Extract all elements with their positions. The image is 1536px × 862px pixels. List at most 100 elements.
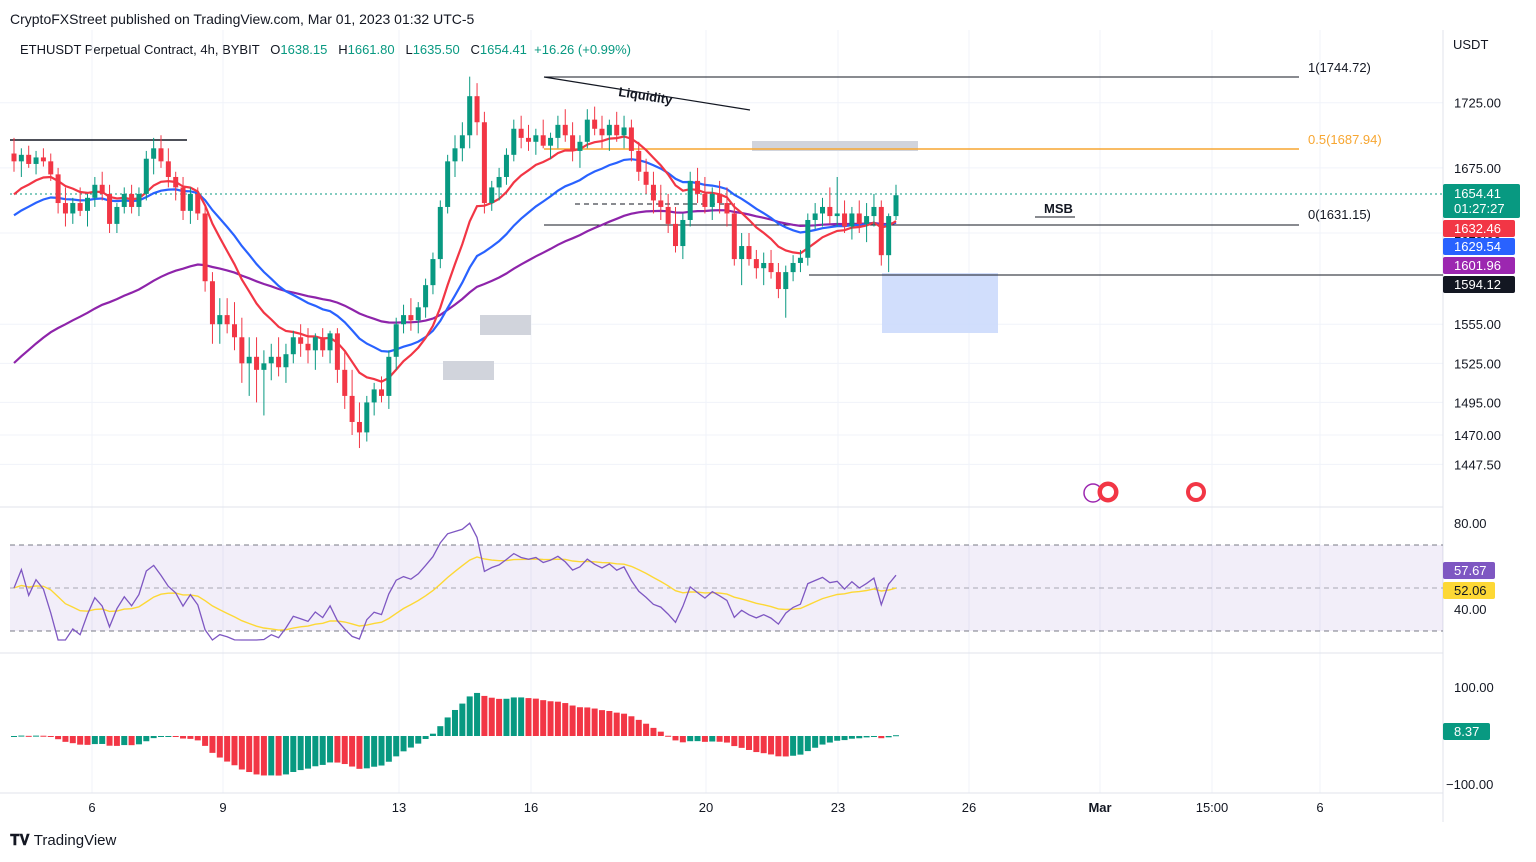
candle[interactable]: [305, 343, 311, 351]
ema-fast-line[interactable]: [13, 135, 897, 383]
candle[interactable]: [26, 154, 32, 164]
candle[interactable]: [673, 223, 678, 247]
candle[interactable]: [437, 206, 443, 260]
candle[interactable]: [871, 206, 877, 217]
candle[interactable]: [55, 174, 61, 204]
candle[interactable]: [11, 153, 17, 162]
candle[interactable]: [452, 148, 458, 162]
candle[interactable]: [158, 148, 164, 162]
candle[interactable]: [606, 124, 612, 136]
candle[interactable]: [503, 154, 509, 177]
candle[interactable]: [717, 193, 723, 204]
candle[interactable]: [768, 262, 774, 273]
candle[interactable]: [702, 193, 708, 207]
candle[interactable]: [680, 219, 686, 247]
candle[interactable]: [709, 193, 715, 207]
candle[interactable]: [312, 337, 318, 351]
candle[interactable]: [775, 272, 781, 290]
candle[interactable]: [783, 272, 789, 290]
candle[interactable]: [724, 203, 730, 214]
rsi-signal-line[interactable]: [13, 556, 897, 631]
candle[interactable]: [129, 193, 135, 207]
candle[interactable]: [445, 161, 451, 207]
candle[interactable]: [812, 213, 818, 220]
candle[interactable]: [239, 337, 245, 364]
candle[interactable]: [283, 354, 289, 368]
candle[interactable]: [878, 206, 884, 256]
candle[interactable]: [430, 259, 436, 286]
candle[interactable]: [562, 124, 568, 136]
candle[interactable]: [423, 285, 429, 308]
candle[interactable]: [151, 148, 157, 159]
candle[interactable]: [496, 176, 502, 188]
candle[interactable]: [85, 197, 90, 211]
candle[interactable]: [298, 337, 304, 344]
ema-mid-line[interactable]: [13, 158, 897, 353]
candle[interactable]: [379, 389, 384, 396]
candle[interactable]: [474, 96, 480, 123]
candle[interactable]: [246, 356, 252, 364]
candle[interactable]: [731, 213, 737, 260]
candle[interactable]: [342, 369, 348, 396]
candle[interactable]: [180, 187, 186, 211]
candle[interactable]: [254, 356, 260, 370]
candle[interactable]: [62, 203, 68, 214]
candle[interactable]: [268, 356, 274, 364]
candle[interactable]: [856, 213, 862, 224]
candle[interactable]: [136, 193, 142, 207]
candle[interactable]: [18, 154, 24, 162]
candle[interactable]: [290, 337, 296, 355]
candle[interactable]: [540, 135, 546, 146]
candle[interactable]: [349, 395, 355, 422]
candle[interactable]: [761, 262, 767, 269]
candle[interactable]: [842, 213, 848, 227]
candle[interactable]: [739, 246, 745, 260]
candle[interactable]: [217, 315, 223, 325]
candle[interactable]: [695, 180, 701, 194]
candle[interactable]: [658, 200, 664, 207]
candle[interactable]: [143, 158, 149, 194]
candle[interactable]: [276, 356, 282, 368]
rsi-line[interactable]: [13, 522, 897, 641]
candle[interactable]: [577, 141, 583, 151]
candle[interactable]: [555, 124, 561, 138]
candle[interactable]: [592, 119, 598, 129]
liquidity-trendline[interactable]: [543, 76, 751, 111]
candle[interactable]: [195, 193, 201, 214]
candle[interactable]: [165, 161, 171, 177]
candle[interactable]: [636, 150, 642, 172]
candle[interactable]: [415, 307, 421, 321]
candle[interactable]: [687, 180, 693, 220]
candle[interactable]: [48, 161, 54, 175]
candle[interactable]: [746, 246, 752, 260]
candle[interactable]: [77, 203, 83, 211]
ema-slow-line[interactable]: [13, 209, 897, 364]
candle[interactable]: [224, 315, 230, 325]
economic-event-icons[interactable]: [1083, 481, 1206, 503]
candle[interactable]: [261, 363, 267, 370]
candle[interactable]: [401, 315, 407, 325]
candle[interactable]: [864, 216, 870, 224]
candle[interactable]: [584, 119, 590, 142]
candle[interactable]: [70, 203, 76, 214]
candle[interactable]: [805, 219, 811, 258]
candle[interactable]: [893, 195, 899, 217]
symbol-name[interactable]: ETHUSDT Perpetual Contract, 4h, BYBIT: [20, 42, 260, 57]
candle[interactable]: [790, 262, 796, 273]
candle[interactable]: [121, 193, 127, 207]
candle[interactable]: [511, 128, 517, 155]
candle[interactable]: [408, 315, 414, 321]
tradingview-logo[interactable]: 𝐓𝐕 TradingView: [10, 832, 116, 849]
candle[interactable]: [327, 333, 333, 351]
candle[interactable]: [834, 213, 840, 217]
candle[interactable]: [621, 127, 627, 136]
candle[interactable]: [371, 389, 377, 403]
candle[interactable]: [753, 259, 759, 269]
candle[interactable]: [467, 96, 473, 136]
candle[interactable]: [886, 216, 892, 256]
candle[interactable]: [665, 206, 671, 224]
candle[interactable]: [827, 206, 833, 217]
candle[interactable]: [107, 193, 113, 224]
candle[interactable]: [481, 122, 487, 204]
